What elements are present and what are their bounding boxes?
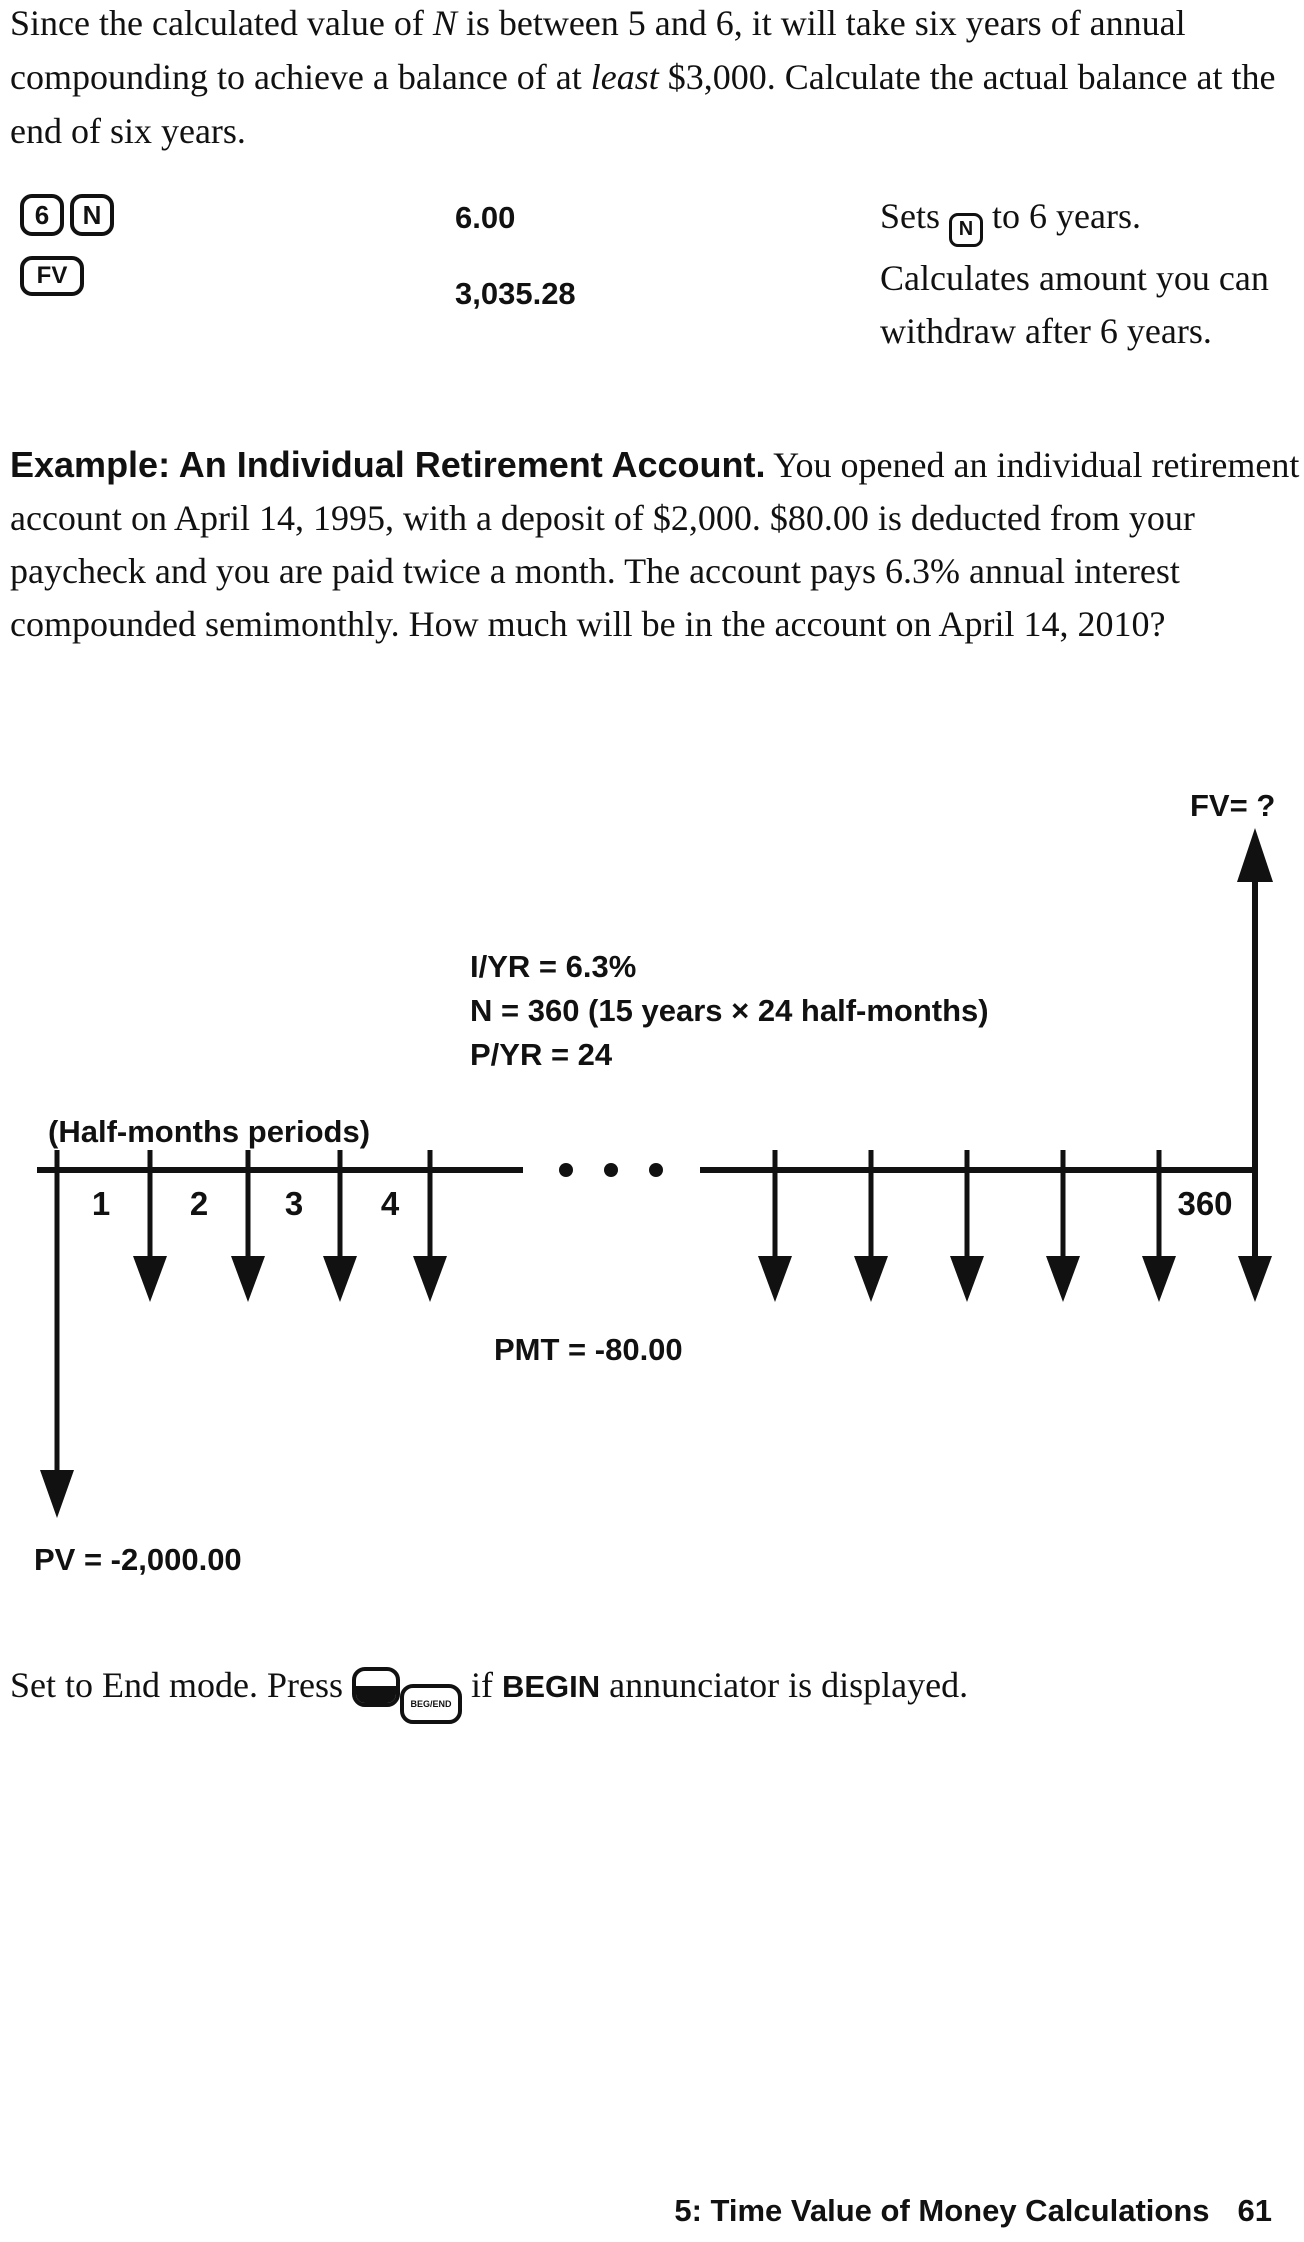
pmt-label: PMT = -80.00	[494, 1332, 683, 1367]
payment-arrow-head	[854, 1256, 888, 1302]
intro-text: $3,000. Calculate the actual balance at …	[10, 57, 1276, 151]
intro-text: is between 5 and 6, it will take six yea…	[10, 3, 1186, 97]
key-fv: FV	[20, 256, 84, 296]
key-n: N	[70, 194, 114, 236]
payment-arrows-right	[758, 1150, 1176, 1302]
period-arrow-down-head	[1238, 1256, 1272, 1302]
period-number: 4	[381, 1185, 400, 1222]
end-mode-note: Set to End mode. Press BEG/END if BEGIN …	[10, 1662, 968, 1724]
shift-key-fill	[355, 1686, 396, 1703]
shift-key-icon	[351, 1667, 400, 1707]
fv-arrow-up-head	[1237, 828, 1273, 882]
pv-arrow-head	[40, 1470, 74, 1518]
step-description: Sets N to 6 years.	[880, 190, 1304, 247]
step-description-text: to 6 years.	[983, 196, 1141, 236]
chapter-title: 5: Time Value of Money Calculations	[674, 2193, 1210, 2228]
display-value: 6.00	[455, 200, 516, 235]
period-number-last: 360	[1177, 1185, 1232, 1222]
period-number: 1	[92, 1185, 110, 1222]
intro-emphasis-least: least	[590, 57, 659, 97]
rate-line-n: N = 360 (15 years × 24 half-months)	[470, 993, 989, 1028]
key-6: 6	[20, 194, 64, 236]
ellipsis-dot	[649, 1163, 663, 1177]
keystroke-row: FV	[20, 256, 84, 296]
intro-paragraph: Since the calculated value of N is betwe…	[10, 0, 1302, 158]
keystroke-row: 6 N	[20, 194, 114, 236]
example-paragraph: Example: An Individual Retirement Accoun…	[10, 438, 1304, 651]
intro-text: Since the calculated value of	[10, 3, 433, 43]
period-number: 3	[285, 1185, 303, 1222]
axis-caption: (Half-months periods)	[48, 1114, 370, 1149]
payment-arrows-left	[133, 1170, 447, 1302]
payment-arrow-head	[1046, 1256, 1080, 1302]
begin-annunciator-text: BEGIN	[501, 1669, 601, 1704]
intro-variable-n: N	[432, 3, 457, 43]
ellipsis-dot	[559, 1163, 573, 1177]
example-heading: Example: An Individual Retirement Accoun…	[10, 444, 766, 485]
fv-label: FV= ?	[1190, 788, 1275, 823]
note-text: if	[461, 1665, 502, 1705]
payment-arrow-head	[758, 1256, 792, 1302]
rate-line-pyr: P/YR = 24	[470, 1037, 613, 1072]
note-text: annunciator is displayed.	[600, 1665, 969, 1705]
note-text: Set to End mode. Press	[10, 1665, 352, 1705]
example-body: You opened an individual retirement acco…	[10, 445, 1300, 644]
ellipsis-dot	[604, 1163, 618, 1177]
cash-flow-diagram: FV= ? I/YR = 6.3% N = 360 (15 years × 24…	[34, 788, 1275, 1577]
payment-arrow-head	[231, 1256, 265, 1302]
step-description: Calculates amount you can withdraw after…	[880, 258, 1269, 351]
payment-arrow-head	[413, 1256, 447, 1302]
page-footer: 5: Time Value of Money Calculations 61	[674, 2193, 1272, 2229]
step-description-text: Sets	[880, 196, 950, 236]
payment-arrow-head	[1142, 1256, 1176, 1302]
payment-arrow-head	[950, 1256, 984, 1302]
payment-arrow-head	[133, 1256, 167, 1302]
pv-label: PV = -2,000.00	[34, 1542, 242, 1577]
payment-arrow-head	[323, 1256, 357, 1302]
display-value: 3,035.28	[455, 276, 576, 311]
rate-line-iyr: I/YR = 6.3%	[470, 949, 636, 984]
period-number: 2	[190, 1185, 208, 1222]
beg-end-key: BEG/END	[399, 1684, 462, 1724]
key-n-inline: N	[949, 212, 984, 247]
page-number: 61	[1237, 2193, 1272, 2228]
